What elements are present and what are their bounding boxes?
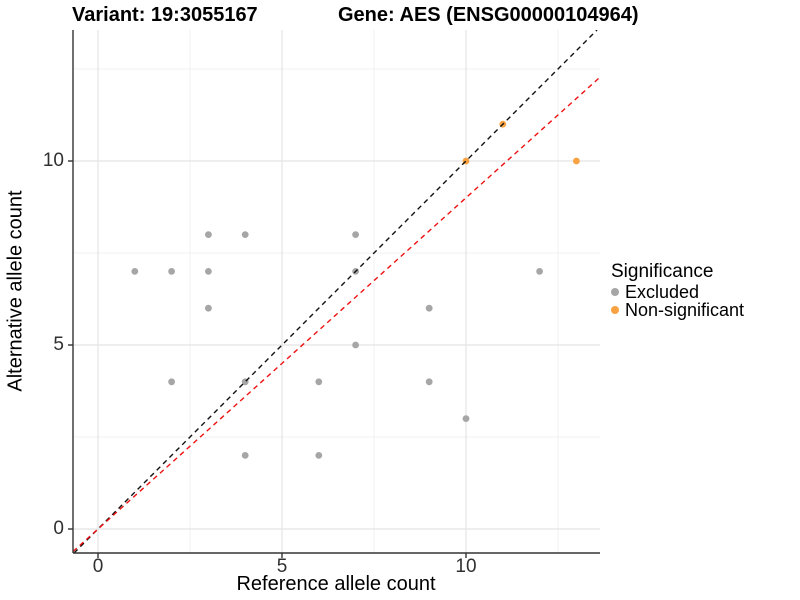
legend-items: Excluded Non-significant [611,281,745,320]
legend-item-non-significant: Non-significant [611,299,745,320]
legend-dot-icon [611,306,619,314]
data-point-excluded [205,268,212,275]
y-tick-label: 10 [42,150,64,171]
legend: Significance Excluded Non-significant [611,261,745,320]
y-axis-title: Alternative allele count [4,190,27,392]
legend-title: Significance [611,261,714,282]
gene-title: Gene: AES (ENSG00000104964) [338,4,639,26]
data-point-excluded [241,231,249,239]
data-point-excluded [168,378,175,386]
data-point-excluded [205,231,212,239]
x-tick-label: 0 [92,556,104,577]
data-point-excluded [205,304,212,312]
legend-item-label: Excluded [625,281,700,302]
legend-dot-icon [611,288,619,296]
x-tick-label: 10 [455,556,477,577]
fit-line [72,76,601,553]
data-point-excluded [462,415,470,422]
identity-line [73,29,598,554]
data-point-excluded [315,378,323,386]
data-point-non-significant [573,157,580,165]
variant-title: Variant: 19:3055167 [72,4,258,26]
data-point-excluded [352,231,359,239]
x-tick-label: 5 [276,556,288,577]
y-tick-label: 5 [53,334,64,355]
legend-item-label: Non-significant [625,299,745,320]
data-point-excluded [352,341,359,349]
data-point-excluded [131,268,139,275]
data-point-excluded [425,378,433,386]
data-point-excluded [536,268,543,275]
y-tick-label: 0 [53,518,64,539]
legend-item-excluded: Excluded [611,281,744,302]
data-point-excluded [168,268,175,275]
x-axis-title: Reference allele count [236,573,436,595]
data-point-excluded [241,452,249,459]
data-point-excluded [425,304,433,312]
plot-panel [68,29,601,558]
data-point-excluded [315,452,323,459]
chart-canvas [68,29,601,558]
